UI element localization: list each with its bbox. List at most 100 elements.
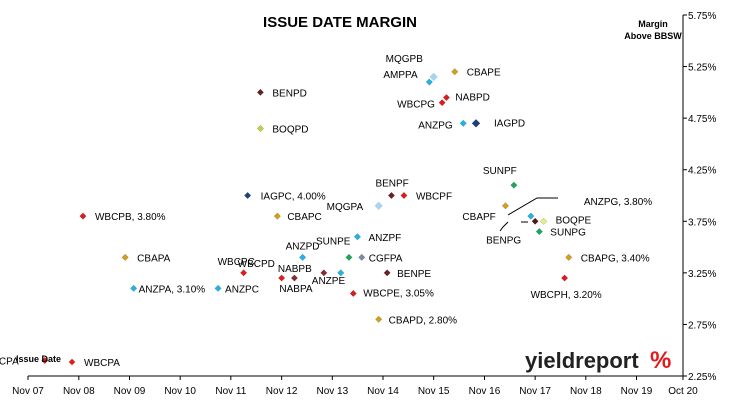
x-axis-ticks: Nov 07 Nov 08 Nov 09 Nov 10 Nov 11 Nov 12 Nov … (12, 376, 698, 397)
y-axis-title-line2: Above BBSW (624, 31, 682, 41)
point-wbcpe-3-05 (349, 289, 357, 298)
leader-lines (499, 197, 558, 232)
point-label-mqgpa: MQGPA (327, 202, 364, 213)
point-label-wbcpf: WBCPF (416, 192, 452, 203)
x-tick-label: Nov 07 (12, 386, 44, 397)
point-mqgpb (427, 71, 440, 83)
point-cbapa (121, 253, 129, 261)
point-label-wbcpc: WBCPC (218, 257, 255, 268)
point-label-boqpd: BOQPD (272, 124, 308, 135)
point-benpe (383, 269, 391, 277)
point-wbcpc (240, 269, 248, 277)
x-tick-label: Nov 15 (418, 386, 450, 397)
y-tick-label: 2.75% (688, 320, 716, 331)
y-axis-ticks: 2.25% 2.75% 3.25% 3.75% 4.25% 4.75% 5.25% 5.75% (683, 11, 716, 383)
y-tick-label: 4.75% (688, 114, 716, 125)
legend-title: Issue Date (16, 354, 61, 364)
point-label-anzpg: ANZPG (418, 120, 453, 131)
point-label-wbcpb-3-80: WBCPB, 3.80% (95, 212, 166, 223)
x-tick-label: Oct 20 (668, 386, 698, 397)
y-tick-label: 5.25% (688, 63, 716, 74)
point-anzpg (459, 119, 467, 127)
point-iagpc-4-00 (244, 191, 252, 200)
point-amppa (425, 78, 433, 86)
point-cbapf (501, 202, 509, 210)
point-nabpb (320, 269, 328, 277)
x-tick-label: Nov 17 (519, 386, 551, 397)
y-tick-label: 5.75% (688, 11, 716, 22)
point-label-cbapc: CBAPC (287, 212, 321, 223)
point-nabpd (442, 93, 450, 102)
chart-title: ISSUE DATE MARGIN (263, 14, 417, 31)
point-label-anzpf: ANZPF (368, 233, 401, 244)
point-anzpa-3-10 (130, 284, 138, 292)
point-wbcph-3-20 (561, 274, 569, 282)
point-label-wbcpd: WBCPD (238, 259, 275, 270)
leader-line-anzpg-3-80 (507, 197, 558, 216)
point-benpg (531, 217, 539, 225)
point-label-nabpb: NABPB (278, 264, 312, 275)
point-label-anzpd: ANZPD (286, 241, 320, 252)
point-label-wbcpa: WBCPA (0, 357, 19, 368)
point-label-sunpf: SUNPF (483, 166, 517, 177)
point-label-nabpd: NABPD (455, 93, 489, 104)
point-cbapg-3-40 (565, 253, 573, 261)
point-label-benpg: BENPG (486, 235, 521, 246)
point-mqgpa (372, 199, 385, 212)
x-tick-label: Nov 09 (114, 386, 146, 397)
point-anzpd (299, 253, 307, 261)
point-label-nabpa: NABPA (279, 284, 312, 295)
point-label-anzpc: ANZPC (225, 284, 259, 295)
point-anzpg-3-80 (527, 212, 535, 220)
point-sunpf (510, 181, 518, 189)
point-cbapd-2-80 (375, 315, 383, 323)
point-label-sunpe: SUNPE (316, 236, 351, 247)
point-label-wbcpe-3-05: WBCPE, 3.05% (363, 288, 434, 299)
legend: Issue Date WBCPA (16, 354, 120, 369)
point-label-boqpe: BOQPE (556, 215, 592, 226)
point-nabpa (290, 274, 298, 282)
logo-text: yieldreport (525, 348, 639, 373)
x-tick-label: Nov 14 (367, 386, 399, 397)
point-label-iagpd: IAGPD (494, 118, 525, 129)
point-label-anzpg-3-80: ANZPG, 3.80% (584, 197, 652, 208)
point-label-benpd: BENPD (272, 88, 306, 99)
yieldreport-logo: yieldreport % (525, 347, 671, 374)
logo-percent-symbol: % (650, 347, 671, 374)
point-label-benpf: BENPF (375, 179, 408, 190)
point-sunpe (345, 253, 353, 261)
point-benpf (387, 191, 396, 200)
point-label-anzpe: ANZPE (312, 276, 346, 287)
point-label-cbape: CBAPE (467, 68, 501, 79)
x-tick-label: Nov 08 (63, 386, 95, 397)
point-anzpc (214, 284, 222, 292)
point-wbcpg (438, 99, 446, 107)
y-tick-label: 2.25% (688, 372, 716, 383)
point-anzpf (353, 233, 361, 241)
point-label-sunpg: SUNPG (550, 228, 586, 239)
point-label-cgfpa: CGFPA (369, 253, 403, 264)
point-label-cbapf: CBAPF (462, 212, 495, 223)
point-wbcpf (400, 191, 408, 200)
x-tick-label: Nov 18 (570, 386, 602, 397)
point-anzpe (337, 269, 345, 277)
point-label-amppa: AMPPA (383, 70, 418, 81)
x-tick-label: Nov 16 (469, 386, 501, 397)
point-boqpe (540, 217, 548, 225)
point-wbcpd (278, 274, 286, 282)
x-tick-label: Nov 12 (266, 386, 298, 397)
point-cbapc (273, 212, 281, 220)
point-wbcpa (41, 356, 49, 365)
y-axis-title-line1: Margin (638, 19, 668, 29)
point-label-cbapg-3-40: CBAPG, 3.40% (581, 253, 650, 264)
y-tick-label: 3.25% (688, 269, 716, 280)
y-tick-label: 4.25% (688, 166, 716, 177)
point-cbape (451, 68, 459, 76)
point-label-wbcph-3-20: WBCPH, 3.20% (531, 290, 602, 301)
leader-line-benpg (499, 221, 509, 232)
point-label-anzpa-3-10: ANZPA, 3.10% (139, 284, 206, 295)
point-label-mqgpb: MQGPB (386, 54, 424, 65)
point-sunpg (535, 228, 543, 236)
point-label-cbapd-2-80: CBAPD, 2.80% (389, 315, 457, 326)
